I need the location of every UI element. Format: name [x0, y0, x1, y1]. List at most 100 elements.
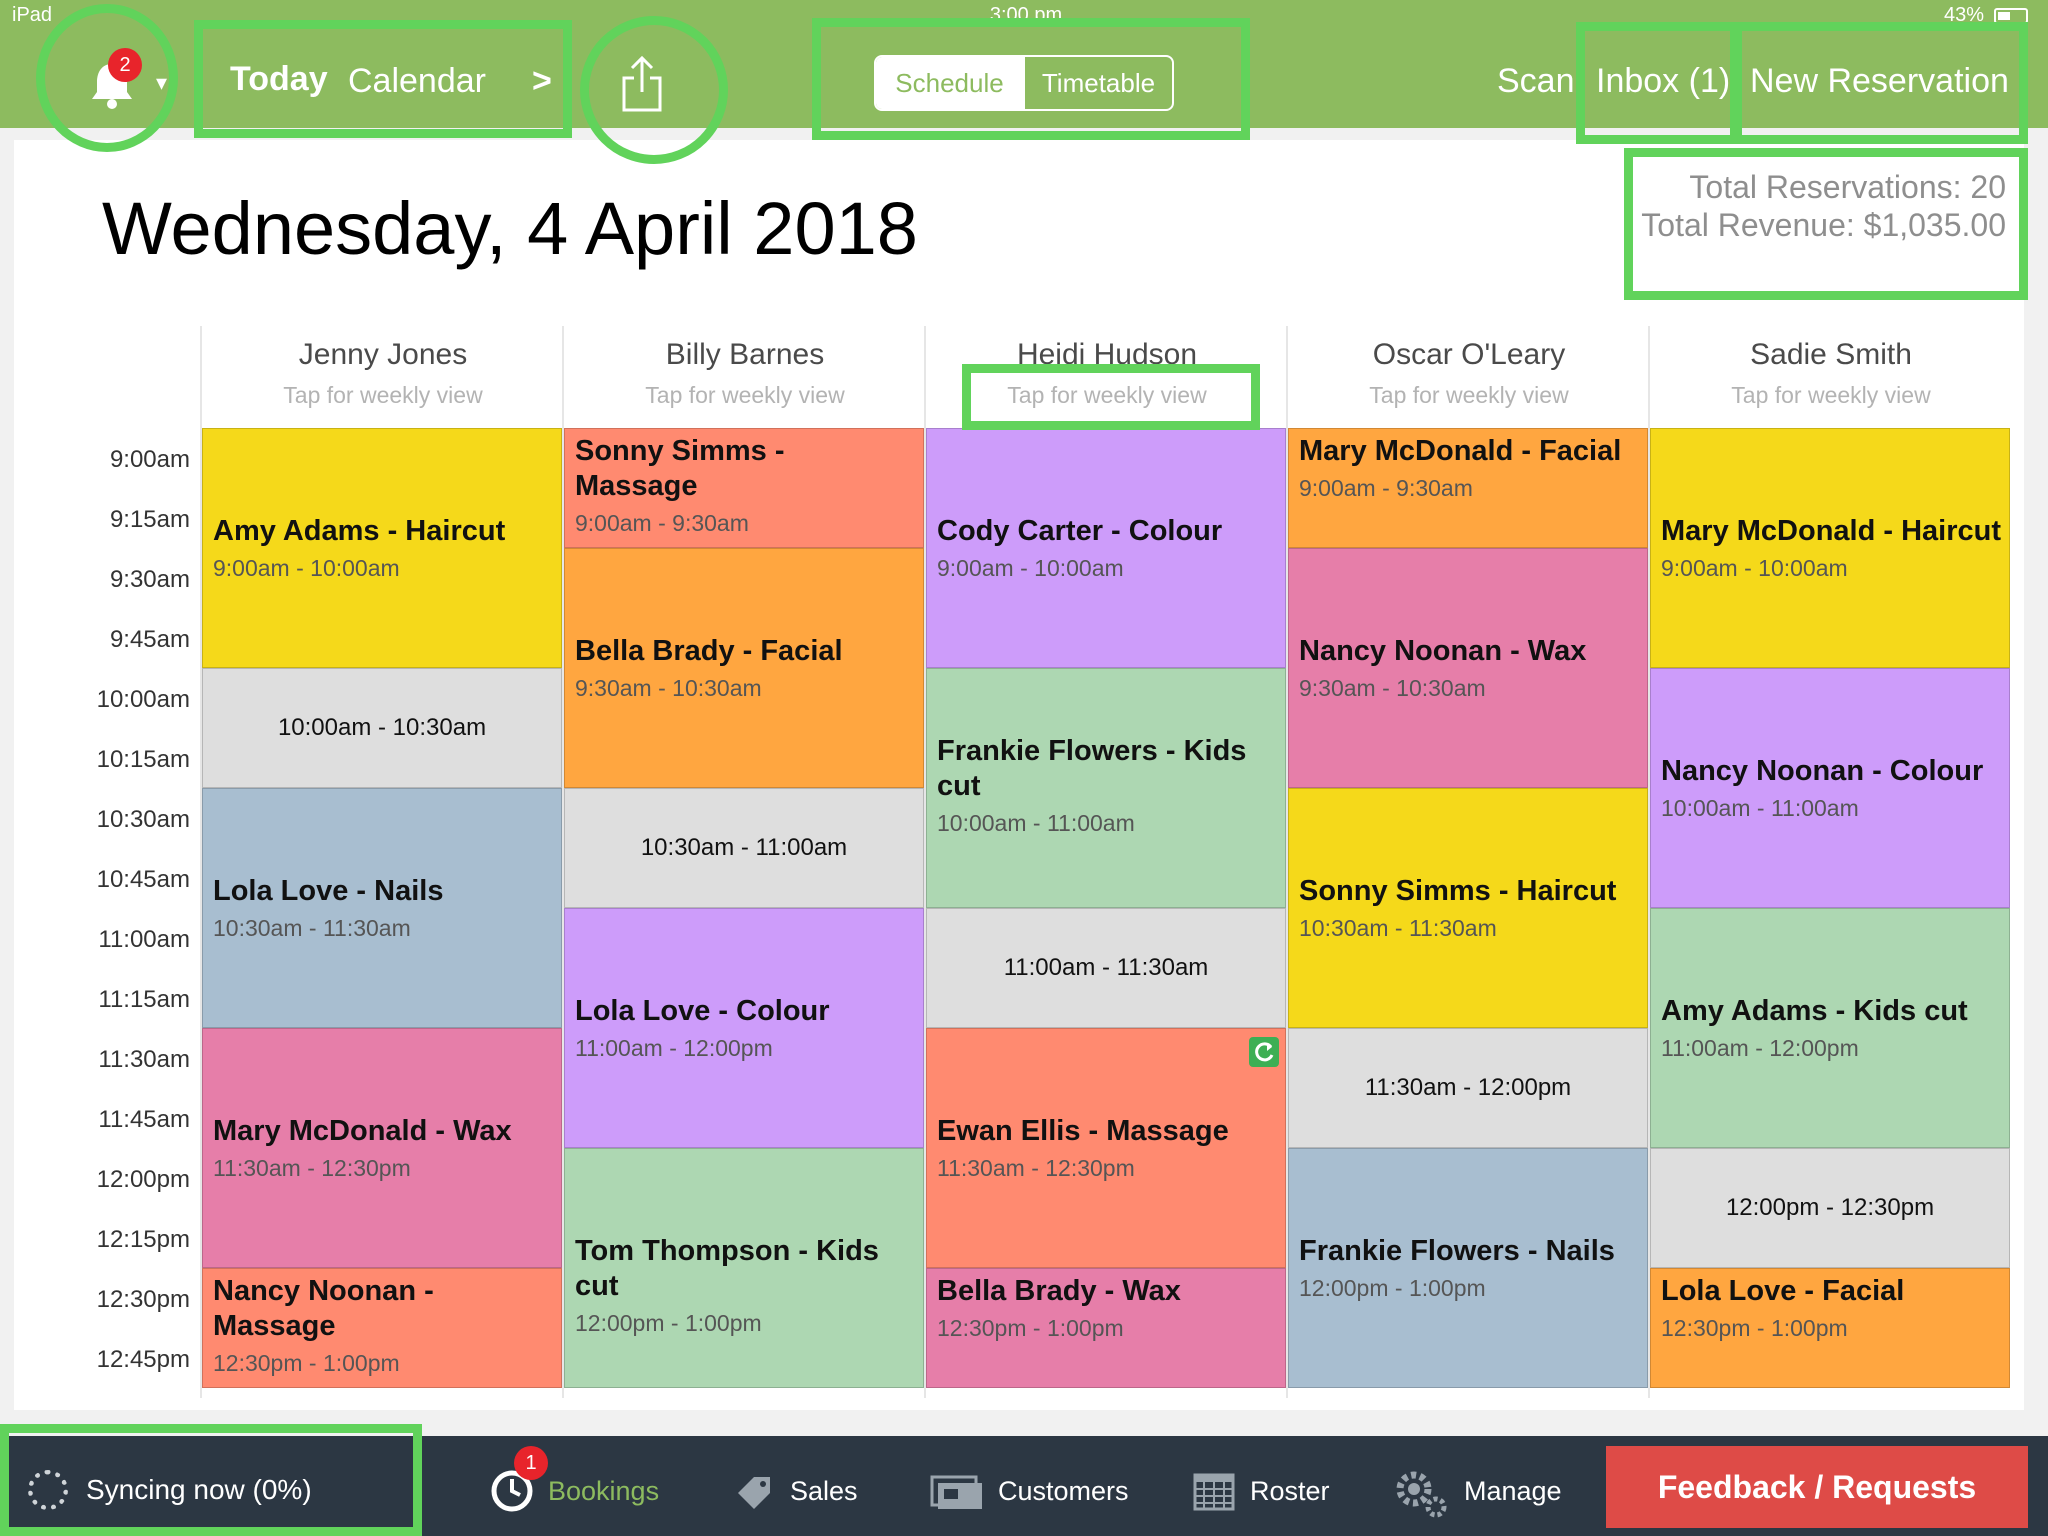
booking-block[interactable]: Mary McDonald - Wax 11:30am - 12:30pm: [202, 1028, 562, 1268]
next-day-chevron-button[interactable]: >: [532, 62, 552, 100]
time-slot-label: 11:00am: [98, 926, 190, 953]
booking-content: Nancy Noonan - Colour 10:00am - 11:00am: [1651, 754, 2009, 822]
booking-content: Frankie Flowers - Kids cut 10:00am - 11:0…: [927, 734, 1285, 837]
booking-block[interactable]: Lola Love - Colour 11:00am - 12:00pm: [564, 908, 924, 1148]
booking-block[interactable]: Mary McDonald - Facial 9:00am - 9:30am: [1288, 428, 1648, 548]
free-time-slot[interactable]: 10:00am - 10:30am: [202, 668, 562, 788]
staff-name: Oscar O'Leary: [1372, 338, 1566, 371]
battery-icon: [1994, 7, 2028, 24]
tab-manage[interactable]: Manage: [1394, 1464, 1562, 1518]
booking-block[interactable]: Frankie Flowers - Kids cut 10:00am - 11:0…: [926, 668, 1286, 908]
booking-block[interactable]: Mary McDonald - Haircut 9:00am - 10:00am: [1650, 428, 2010, 668]
booking-content: Mary McDonald - Haircut 9:00am - 10:00am: [1651, 514, 2009, 582]
feedback-requests-button[interactable]: Feedback / Requests: [1606, 1446, 2028, 1528]
booking-block[interactable]: Ewan Ellis - Massage 11:30am - 12:30pm: [926, 1028, 1286, 1268]
new-reservation-button[interactable]: New Reservation: [1750, 62, 2009, 100]
booking-block[interactable]: Cody Carter - Colour 9:00am - 10:00am: [926, 428, 1286, 668]
booking-content: Lola Love - Facial 12:30pm - 1:00pm: [1651, 1274, 2009, 1342]
weekly-view-link[interactable]: Tap for weekly view: [1369, 382, 1569, 408]
free-time-slot[interactable]: 12:00pm - 12:30pm: [1650, 1148, 2010, 1268]
free-slot-time: 11:00am - 11:30am: [1003, 954, 1209, 981]
schedule-segment[interactable]: Schedule: [876, 57, 1023, 109]
booking-time: 10:00am - 11:00am: [937, 810, 1135, 836]
staff-column-header[interactable]: Heidi Hudson Tap for weekly view: [926, 326, 1288, 409]
booking-content: Lola Love - Colour 11:00am - 12:00pm: [565, 994, 923, 1062]
booking-block[interactable]: Nancy Noonan - Massage 12:30pm - 1:00pm: [202, 1268, 562, 1388]
booking-content: Tom Thompson - Kids cut 12:00pm - 1:00pm: [565, 1234, 923, 1337]
view-segmented-control: Schedule Timetable: [874, 55, 1174, 111]
booking-block[interactable]: Amy Adams - Haircut 9:00am - 10:00am: [202, 428, 562, 668]
booking-time: 10:30am - 11:30am: [213, 915, 411, 941]
tab-customers[interactable]: Customers: [930, 1464, 1129, 1518]
tab-label: Manage: [1464, 1475, 1562, 1506]
booking-block[interactable]: Lola Love - Nails 10:30am - 11:30am: [202, 788, 562, 1028]
booking-block[interactable]: Amy Adams - Kids cut 11:00am - 12:00pm: [1650, 908, 2010, 1148]
weekly-view-link[interactable]: Tap for weekly view: [283, 382, 483, 408]
tab-sales[interactable]: Sales: [732, 1464, 858, 1518]
staff-column-header[interactable]: Oscar O'Leary Tap for weekly view: [1288, 326, 1650, 409]
booking-block[interactable]: Bella Brady - Wax 12:30pm - 1:00pm: [926, 1268, 1286, 1388]
booking-content: Mary McDonald - Facial 9:00am - 9:30am: [1289, 434, 1647, 502]
time-slot-label: 11:15am: [98, 986, 190, 1013]
share-icon[interactable]: [618, 55, 666, 114]
gears-icon: [1394, 1469, 1450, 1518]
timetable-segment[interactable]: Timetable: [1023, 57, 1172, 109]
booking-block[interactable]: Bella Brady - Facial 9:30am - 10:30am: [564, 548, 924, 788]
free-time-slot[interactable]: 10:30am - 11:00am: [564, 788, 924, 908]
booking-block[interactable]: Tom Thompson - Kids cut 12:00pm - 1:00pm: [564, 1148, 924, 1388]
time-slot-label: 12:30pm: [96, 1286, 190, 1313]
booking-block[interactable]: Frankie Flowers - Nails 12:00pm - 1:00pm: [1288, 1148, 1648, 1388]
chevron-down-icon[interactable]: ▾: [156, 70, 168, 95]
total-revenue: Total Revenue: $1,035.00: [1641, 207, 2006, 243]
booking-title: Frankie Flowers - Kids cut: [937, 735, 1247, 802]
booking-title: Frankie Flowers - Nails: [1299, 1235, 1615, 1267]
free-slot-time: 12:00pm - 12:30pm: [1725, 1194, 1935, 1221]
status-indicators: 43%: [1944, 4, 2028, 27]
booking-block[interactable]: Sonny Simms - Haircut 10:30am - 11:30am: [1288, 788, 1648, 1028]
time-slot-label: 12:00pm: [96, 1166, 190, 1193]
booking-block[interactable]: Nancy Noonan - Colour 10:00am - 11:00am: [1650, 668, 2010, 908]
booking-time: 12:30pm - 1:00pm: [937, 1315, 1124, 1341]
time-slot-label: 10:30am: [96, 806, 190, 833]
booking-title: Mary McDonald - Wax: [213, 1115, 512, 1147]
staff-column-header[interactable]: Sadie Smith Tap for weekly view: [1650, 326, 2012, 409]
calendar-picker-button[interactable]: Calendar: [348, 62, 486, 100]
scan-button[interactable]: Scan: [1497, 62, 1575, 100]
staff-column-header[interactable]: Billy Barnes Tap for weekly view: [564, 326, 926, 409]
inbox-button[interactable]: Inbox (1): [1596, 62, 1731, 100]
booking-title: Nancy Noonan - Massage: [213, 1275, 434, 1342]
weekly-view-link[interactable]: Tap for weekly view: [1731, 382, 1931, 408]
tab-label: Sales: [790, 1475, 858, 1506]
column-divider: [200, 326, 202, 1398]
tab-roster[interactable]: Roster: [1192, 1464, 1330, 1518]
booking-block[interactable]: Sonny Simms - Massage 9:00am - 9:30am: [564, 428, 924, 548]
recurring-icon: [1249, 1037, 1279, 1067]
booking-content: Bella Brady - Facial 9:30am - 10:30am: [565, 634, 923, 702]
booking-content: Mary McDonald - Wax 11:30am - 12:30pm: [203, 1114, 561, 1182]
today-button[interactable]: Today: [230, 60, 328, 98]
weekly-view-link[interactable]: Tap for weekly view: [645, 382, 845, 408]
free-time-slot[interactable]: 11:00am - 11:30am: [926, 908, 1286, 1028]
booking-time: 12:30pm - 1:00pm: [1661, 1315, 1848, 1341]
time-slot-label: 11:45am: [98, 1106, 190, 1133]
booking-title: Bella Brady - Facial: [575, 635, 843, 667]
spinner-icon: [28, 1470, 68, 1510]
booking-title: Ewan Ellis - Massage: [937, 1115, 1229, 1147]
tab-bookings[interactable]: Bookings: [490, 1464, 659, 1518]
bottom-tab-bar: Syncing now (0%) Bookings 1 Sales Custom…: [0, 1436, 2048, 1536]
device-label: iPad: [12, 4, 53, 26]
booking-title: Sonny Simms - Haircut: [1299, 875, 1617, 907]
booking-block[interactable]: Lola Love - Facial 12:30pm - 1:00pm: [1650, 1268, 2010, 1388]
weekly-view-link[interactable]: Tap for weekly view: [1007, 382, 1207, 408]
status-time: 3:00 pm: [989, 4, 1063, 26]
time-slot-label: 10:45am: [96, 866, 190, 893]
booking-title: Mary McDonald - Facial: [1299, 435, 1622, 467]
booking-title: Tom Thompson - Kids cut: [575, 1235, 879, 1302]
booking-time: 11:30am - 12:30pm: [937, 1155, 1135, 1181]
free-time-slot[interactable]: 11:30am - 12:00pm: [1288, 1028, 1648, 1148]
booking-content: Sonny Simms - Haircut 10:30am - 11:30am: [1289, 874, 1647, 942]
booking-block[interactable]: Nancy Noonan - Wax 9:30am - 10:30am: [1288, 548, 1648, 788]
clock-icon: [490, 1469, 534, 1513]
staff-column-header[interactable]: Jenny Jones Tap for weekly view: [202, 326, 564, 409]
ios-status-bar: iPad 3:00 pm 43%: [0, 0, 2048, 28]
